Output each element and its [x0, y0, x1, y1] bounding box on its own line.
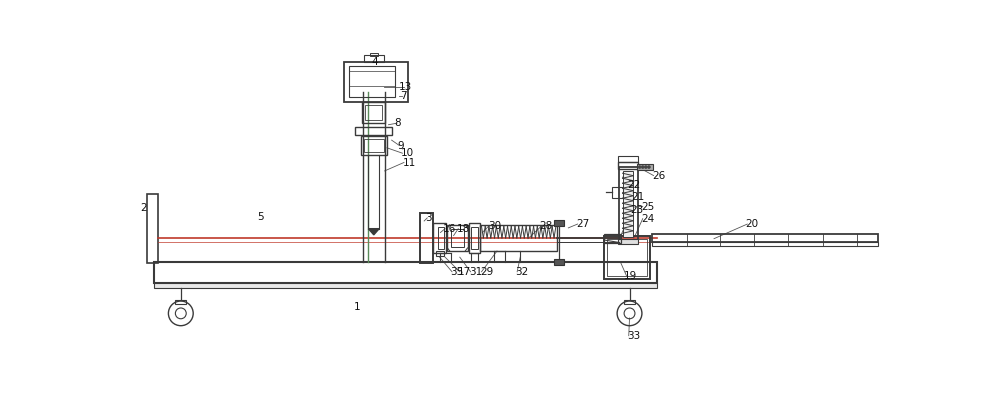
Text: 10: 10 [401, 148, 414, 158]
Polygon shape [368, 229, 379, 235]
Bar [362, 102, 385, 124]
Bar [604, 237, 650, 279]
Bar [619, 168, 638, 241]
Bar [652, 234, 878, 242]
Text: 27: 27 [576, 219, 589, 229]
Text: 26: 26 [652, 171, 665, 180]
Bar [433, 224, 446, 253]
Bar [175, 300, 186, 305]
Circle shape [641, 166, 644, 169]
Bar [344, 62, 408, 102]
Text: 16: 16 [443, 223, 456, 233]
Bar [480, 225, 557, 252]
Text: 35: 35 [450, 266, 464, 276]
Text: 2: 2 [140, 202, 147, 213]
Bar [349, 67, 395, 98]
Bar [624, 300, 635, 305]
Text: 22: 22 [627, 179, 640, 190]
Text: 30: 30 [488, 220, 501, 230]
Bar [618, 162, 638, 169]
Text: 8: 8 [395, 118, 401, 128]
Text: 9: 9 [398, 141, 404, 150]
Bar [447, 225, 468, 252]
Text: 19: 19 [623, 270, 637, 280]
Bar [612, 188, 623, 198]
Bar [469, 224, 480, 253]
Circle shape [648, 166, 650, 169]
Bar [604, 234, 621, 244]
Text: 1: 1 [354, 301, 360, 311]
Text: 33: 33 [627, 330, 640, 340]
Bar [623, 171, 633, 238]
Text: 4: 4 [371, 57, 378, 67]
Bar [471, 228, 478, 249]
Bar [420, 214, 433, 264]
Text: 3: 3 [425, 213, 432, 223]
Bar [438, 228, 444, 249]
Bar [364, 140, 384, 152]
Bar [147, 194, 158, 264]
Text: 13: 13 [399, 82, 412, 92]
Text: 5: 5 [257, 211, 263, 221]
Bar [370, 54, 378, 57]
Bar [365, 105, 382, 121]
Text: 28: 28 [540, 220, 553, 230]
Circle shape [644, 166, 647, 169]
Bar [618, 157, 638, 163]
Bar [618, 240, 638, 245]
Text: 31: 31 [469, 266, 482, 276]
Bar [436, 252, 444, 256]
Bar [154, 284, 657, 288]
Bar [637, 164, 653, 171]
Text: 20: 20 [745, 219, 758, 229]
Circle shape [638, 166, 641, 169]
Text: 18: 18 [457, 223, 470, 233]
Bar [554, 221, 564, 227]
Text: 23: 23 [630, 205, 644, 215]
Bar [450, 229, 464, 247]
Text: 7: 7 [400, 91, 407, 101]
Text: 29: 29 [480, 266, 493, 276]
Bar [361, 137, 387, 156]
Bar [652, 242, 878, 247]
Text: 21: 21 [631, 192, 644, 202]
Bar [607, 240, 647, 276]
Text: 17: 17 [458, 266, 472, 276]
Text: 11: 11 [402, 157, 416, 167]
Bar [364, 56, 384, 63]
Bar [355, 128, 392, 135]
Text: 24: 24 [641, 213, 654, 223]
Text: 25: 25 [641, 201, 654, 211]
Text: 32: 32 [516, 266, 529, 276]
Bar [554, 259, 564, 265]
Bar [154, 262, 657, 284]
